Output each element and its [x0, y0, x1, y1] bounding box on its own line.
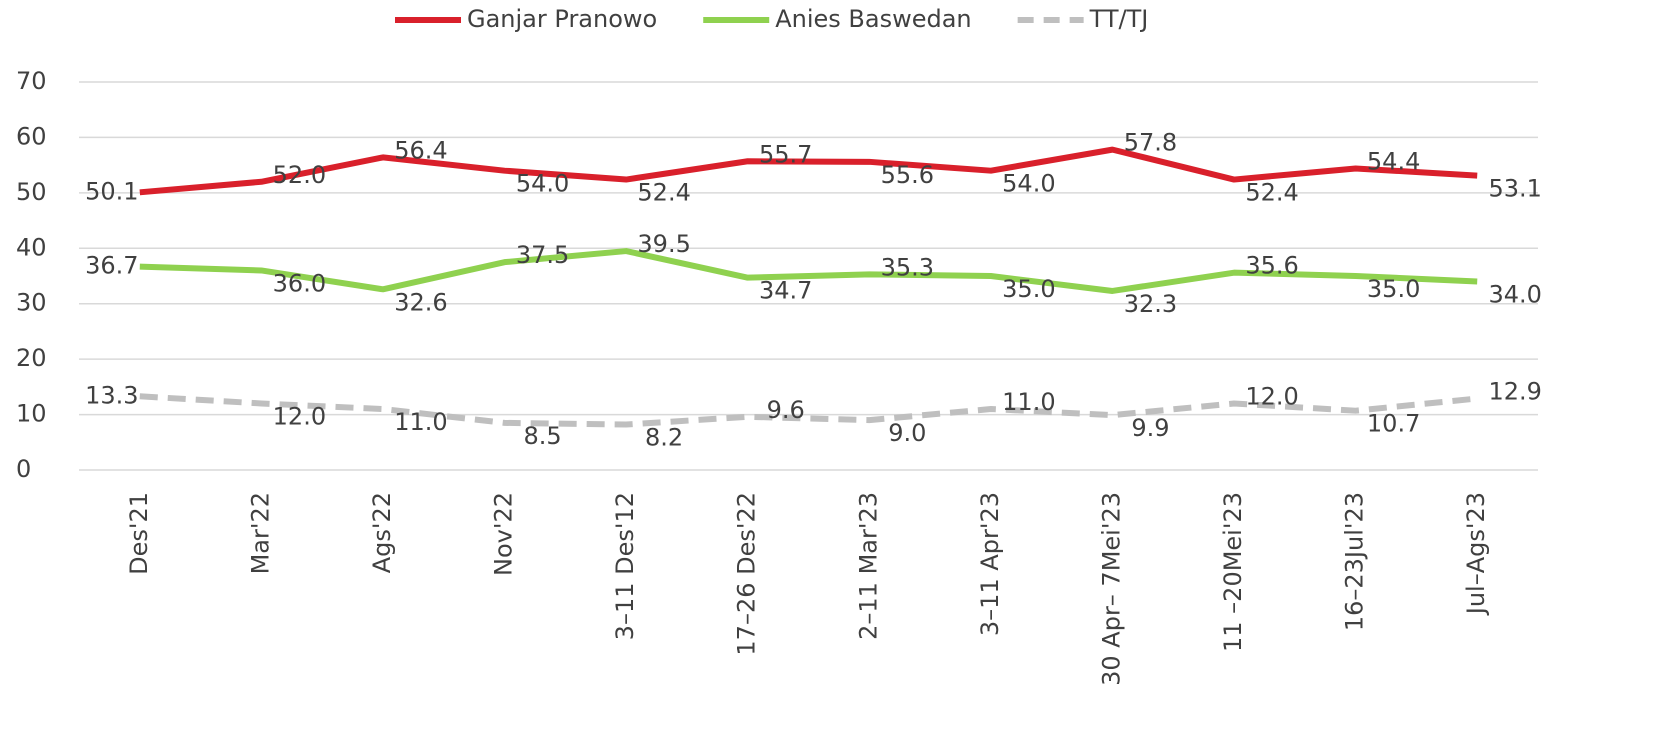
data-label: 13.3	[85, 381, 138, 409]
x-tick-label: 11 –20Mei'23	[1219, 492, 1247, 652]
data-label: 54.0	[1002, 170, 1055, 198]
legend-label: TT/TJ	[1089, 5, 1149, 33]
x-tick-label: Jul–Ags'23	[1462, 492, 1490, 616]
data-label: 8.5	[523, 422, 561, 450]
data-label: 54.4	[1367, 147, 1420, 175]
data-label: 11.0	[394, 408, 447, 436]
data-label: 9.9	[1131, 414, 1169, 442]
data-label: 54.0	[516, 170, 569, 198]
data-label: 12.0	[1245, 382, 1298, 410]
y-tick-label: 50	[16, 178, 47, 206]
data-label: 35.0	[1002, 275, 1055, 303]
data-label: 32.6	[394, 288, 447, 316]
x-tick-label: 2–11 Mar'23	[854, 492, 882, 640]
data-label: 9.0	[888, 419, 926, 447]
y-tick-label: 30	[16, 289, 47, 317]
data-label: 9.6	[767, 396, 805, 424]
data-label: 32.3	[1124, 290, 1177, 318]
data-label: 34.7	[759, 277, 812, 305]
data-label: 50.1	[85, 177, 138, 205]
data-label: 11.0	[1002, 388, 1055, 416]
data-label: 35.3	[881, 253, 934, 281]
data-label: 55.6	[881, 161, 934, 189]
data-label: 57.8	[1124, 129, 1177, 157]
data-label: 36.0	[273, 269, 326, 297]
x-tick-label: 3–11 Des'12	[611, 492, 639, 640]
data-label: 55.7	[759, 140, 812, 168]
y-tick-label: 40	[16, 233, 47, 261]
x-tick-label: 17–26 Des'22	[733, 492, 761, 656]
y-tick-label: 10	[16, 400, 47, 428]
data-label: 52.4	[1245, 179, 1298, 207]
data-label: 37.5	[516, 241, 569, 269]
data-label: 12.9	[1488, 377, 1541, 405]
data-label: 34.0	[1488, 281, 1541, 309]
data-label: 10.7	[1367, 410, 1420, 438]
x-tick-label: Mar'22	[246, 492, 274, 574]
y-tick-label: 0	[16, 455, 31, 483]
data-label: 12.0	[273, 402, 326, 430]
series-line	[139, 248, 1478, 294]
data-label: 39.5	[637, 230, 690, 258]
y-tick-label: 70	[16, 67, 47, 95]
data-label: 53.1	[1488, 175, 1541, 203]
x-tick-label: Ags'22	[368, 492, 396, 573]
x-tick-label: Nov'22	[490, 492, 518, 576]
y-tick-label: 20	[16, 344, 47, 372]
data-label: 36.7	[85, 252, 138, 280]
data-label: 56.4	[394, 136, 447, 164]
data-label: 35.6	[1245, 252, 1298, 280]
data-label: 52.4	[637, 179, 690, 207]
data-label: 52.0	[273, 161, 326, 189]
series-line	[139, 146, 1478, 196]
x-tick-label: Des'21	[125, 492, 153, 575]
y-tick-label: 60	[16, 122, 47, 150]
data-label: 8.2	[645, 424, 683, 452]
legend-label: Ganjar Pranowo	[467, 5, 657, 33]
legend-label: Anies Baswedan	[775, 5, 971, 33]
data-label: 35.0	[1367, 275, 1420, 303]
x-tick-label: 16–23Jul'23	[1341, 492, 1369, 631]
x-tick-label: 30 Apr– 7Mei'23	[1097, 492, 1125, 686]
x-tick-label: 3–11 Apr'23	[976, 492, 1004, 636]
